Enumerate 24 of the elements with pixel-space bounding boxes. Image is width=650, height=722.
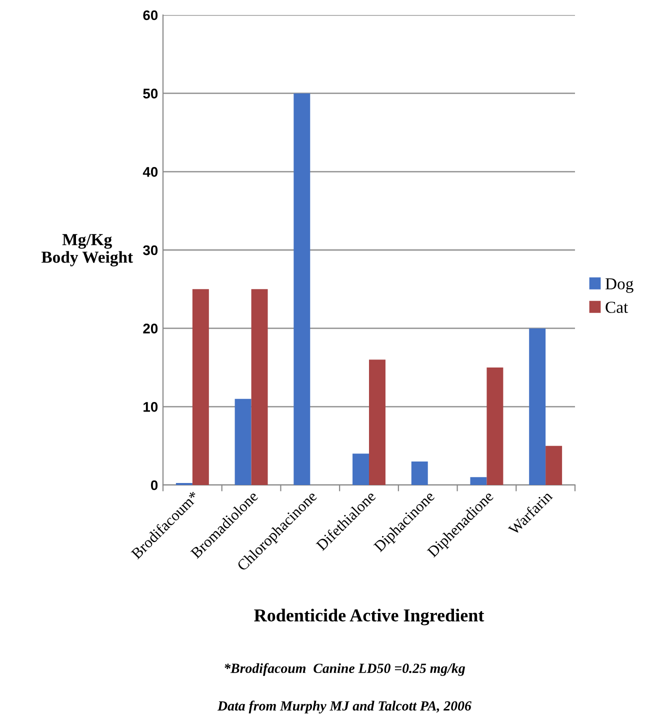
y-tick-label: 40: [142, 167, 158, 177]
y-axis-title: Mg/Kg Body Weight: [41, 234, 133, 266]
bar: [529, 328, 546, 485]
text: *Brodifacoum Canine LD50 =0.25 mg/kg: [224, 663, 465, 676]
x-axis-title: Rodenticide Active Ingredient: [254, 608, 484, 626]
text: Data from Murphy MJ and Talcott PA, 2006: [217, 700, 472, 714]
bar: [486, 368, 504, 485]
y-tick-label: 10: [144, 402, 158, 412]
bar: [411, 462, 428, 485]
bar: [251, 289, 268, 485]
bar: [369, 360, 386, 485]
y-tick-label: 0: [150, 480, 158, 490]
y-tick-label: 50: [143, 88, 158, 99]
bar: [546, 446, 562, 485]
y-tick-label: 60: [143, 10, 158, 20]
bar: [294, 93, 310, 485]
bar: [352, 454, 369, 485]
legend-label: Cat: [606, 302, 628, 313]
bar: [192, 289, 209, 485]
bar: [234, 398, 252, 485]
legend-label: Dog: [605, 278, 634, 293]
y-tick-label: 20: [143, 324, 158, 334]
y-tick-label: 30: [143, 245, 158, 256]
bar: [470, 477, 487, 485]
